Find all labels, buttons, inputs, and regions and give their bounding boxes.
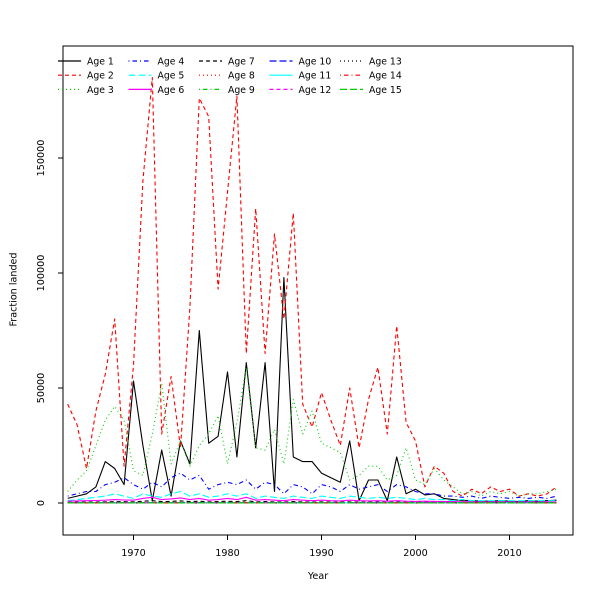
y-tick-label: 150000 — [36, 140, 47, 177]
legend-label-age-13: Age 13 — [369, 56, 402, 67]
x-axis-label: Year — [307, 571, 329, 582]
legend-label-age-2: Age 2 — [87, 71, 114, 82]
y-tick-label: 100000 — [36, 255, 47, 292]
y-axis-label: Fraction landed — [8, 252, 20, 327]
legend-label-age-5: Age 5 — [158, 71, 185, 82]
legend-label-age-10: Age 10 — [299, 56, 332, 67]
series-line-age-3 — [67, 366, 557, 497]
series-line-age-2 — [67, 76, 557, 497]
legend-label-age-9: Age 9 — [228, 85, 255, 96]
series-line-age-4 — [67, 472, 557, 499]
legend-label-age-14: Age 14 — [369, 71, 402, 82]
x-tick-label: 1990 — [309, 548, 333, 559]
x-tick-label: 2000 — [403, 548, 427, 559]
legend-label-age-15: Age 15 — [369, 85, 402, 96]
y-tick-label: 0 — [36, 500, 47, 506]
legend-label-age-12: Age 12 — [299, 85, 332, 96]
plot-box — [62, 45, 574, 536]
x-tick-label: 2010 — [497, 548, 521, 559]
legend-label-age-7: Age 7 — [228, 56, 255, 67]
x-tick-label: 1980 — [215, 548, 239, 559]
y-tick-label: 50000 — [36, 373, 47, 404]
legend-label-age-8: Age 8 — [228, 71, 255, 82]
legend-label-age-4: Age 4 — [158, 56, 185, 67]
legend-label-age-6: Age 6 — [158, 85, 185, 96]
legend-label-age-11: Age 11 — [299, 71, 332, 82]
legend-label-age-1: Age 1 — [87, 56, 114, 67]
series-line-age-5 — [67, 490, 557, 502]
legend-label-age-3: Age 3 — [87, 85, 114, 96]
series-line-age-1 — [67, 277, 557, 503]
x-tick-label: 1970 — [121, 548, 145, 559]
series-line-age-6 — [67, 496, 557, 503]
